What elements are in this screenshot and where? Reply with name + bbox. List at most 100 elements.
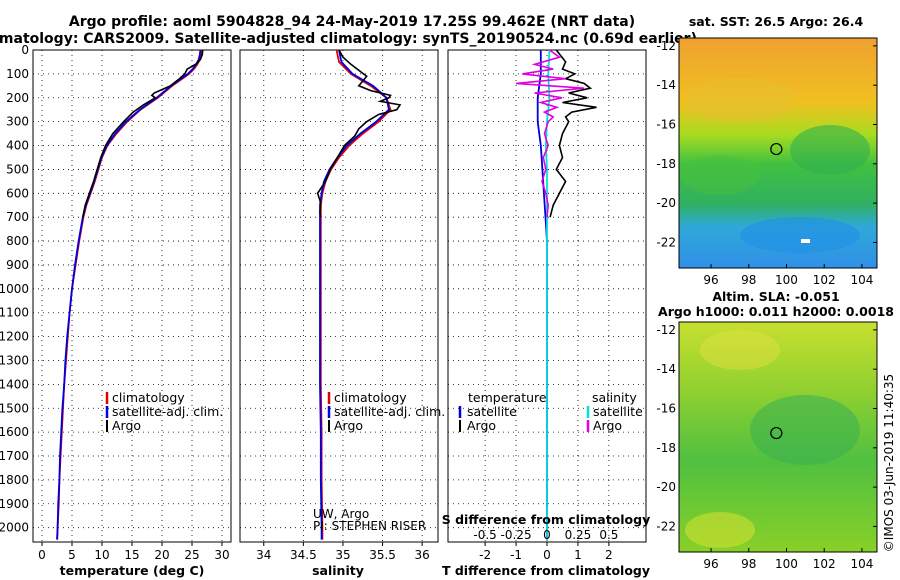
temperature-xlabel: temperature (deg C): [60, 563, 205, 578]
header-line-2: Climatology: CARS2009. Satellite-adjuste…: [0, 31, 697, 47]
y-tick-label: 1600: [0, 425, 29, 439]
y-tick-label: 100: [6, 67, 29, 81]
series-satellite-adj-clim-: [56, 49, 202, 540]
map-lat-label: -22: [656, 519, 676, 533]
map-lon-label: 104: [850, 557, 873, 571]
map-lon-label: 96: [703, 557, 718, 571]
legend-s-satellite: satellite: [593, 404, 643, 419]
x-tick-label: 10: [94, 548, 109, 562]
map-lon-label: 100: [775, 273, 798, 287]
legend-t-argo: Argo: [467, 418, 496, 433]
s-diff-xlabel: S difference from climatology: [442, 512, 651, 527]
y-tick-label: 1900: [0, 497, 29, 511]
map-lat-label: -20: [656, 480, 676, 494]
y-tick-label: 1200: [0, 330, 29, 344]
legend-t-satellite: satellite: [467, 404, 517, 419]
series-satellite-adj-clim-: [319, 49, 390, 540]
salinity-legend: climatology satellite-adj. clim. Argo: [327, 390, 445, 433]
y-tick-label: 900: [6, 258, 29, 272]
sst-map: sat. SST: 26.5 Argo: 26.4 96 98 100 102 104 -…: [656, 14, 878, 287]
s-diff-tick-label: -0.25: [501, 528, 532, 542]
legend-argo: Argo: [112, 418, 141, 433]
y-tick-label: 200: [6, 91, 29, 105]
header-line-1: Argo profile: aoml 5904828_94 24-May-201…: [69, 14, 635, 30]
x-tick-label: 34.5: [290, 548, 317, 562]
map-lon-label: 102: [813, 273, 836, 287]
x-tick-label: 34: [256, 548, 271, 562]
y-tick-label: 1800: [0, 473, 29, 487]
map-lat-label: -20: [656, 196, 676, 210]
y-tick-label: 400: [6, 139, 29, 153]
series-climatology: [56, 49, 203, 540]
y-tick-label: 800: [6, 234, 29, 248]
x-tick-label: 30: [214, 548, 229, 562]
x-tick-label: 5: [68, 548, 76, 562]
y-tick-label: 0: [21, 43, 29, 57]
y-tick-label: 300: [6, 115, 29, 129]
y-tick-label: 700: [6, 210, 29, 224]
s-diff-tick-label: 0.5: [599, 528, 618, 542]
y-tick-label: 2000: [0, 521, 29, 535]
series-s-argo: [516, 49, 585, 218]
y-tick-label: 500: [6, 162, 29, 176]
map-lat-label: -16: [656, 401, 676, 415]
x-tick-label: 0: [38, 548, 46, 562]
difference-legend: temperature satellite Argo salinity sate…: [458, 390, 643, 433]
map-lat-label: -12: [656, 323, 676, 337]
map-lat-label: -14: [656, 78, 676, 92]
map-lat-label: -14: [656, 362, 676, 376]
map-lat-label: -18: [656, 441, 676, 455]
x-tick-label: 36: [415, 548, 430, 562]
series-climatology: [319, 49, 392, 540]
map-lon-label: 102: [813, 557, 836, 571]
x-tick-label: -1: [510, 548, 522, 562]
difference-panel: -2 -1 0 1 2 -0.5 -0.25 0 0.25 0.5 T difference fr…: [442, 49, 651, 578]
t-diff-xlabel: T difference from climatology: [442, 563, 650, 578]
x-tick-label: 0: [543, 548, 551, 562]
s-diff-tick-label: 0: [543, 528, 551, 542]
series-s-satellite: [544, 49, 551, 540]
series-t-argo: [549, 49, 597, 218]
series-argo: [316, 49, 402, 218]
legend-climatology: climatology: [334, 390, 407, 405]
s-diff-tick-label: 0.25: [565, 528, 592, 542]
argo-location-marker: [770, 142, 783, 156]
series-t-satellite: [536, 50, 548, 540]
legend-salinity-title: salinity: [592, 390, 637, 405]
x-tick-label: 2: [605, 548, 613, 562]
argo-location-marker: [770, 426, 783, 440]
s-diff-tick-label: -0.5: [473, 528, 496, 542]
imos-timestamp: ©IMOS 03-Jun-2019 11:40:35: [882, 374, 896, 552]
salinity-xlabel: salinity: [312, 563, 364, 578]
y-tick-label: 1500: [0, 401, 29, 415]
legend-satellite: satellite-adj. clim.: [334, 404, 445, 419]
legend-s-argo: Argo: [593, 418, 622, 433]
y-tick-label: 600: [6, 186, 29, 200]
x-tick-label: 15: [124, 548, 139, 562]
x-tick-label: 20: [154, 548, 169, 562]
sla-map-title-1: Altim. SLA: -0.051: [712, 289, 839, 304]
annotation-pi: PI: STEPHEN RISER: [313, 519, 426, 533]
y-tick-label: 1400: [0, 377, 29, 391]
map-lon-label: 96: [703, 273, 718, 287]
map-lat-label: -22: [656, 235, 676, 249]
legend-satellite: satellite-adj. clim.: [112, 404, 223, 419]
map-lat-label: -18: [656, 157, 676, 171]
y-tick-label: 1300: [0, 353, 29, 367]
map-lat-label: -16: [656, 117, 676, 131]
x-tick-label: 1: [574, 548, 582, 562]
x-tick-label: 25: [184, 548, 199, 562]
y-tick-label: 1000: [0, 282, 29, 296]
x-tick-label: 35: [335, 548, 350, 562]
x-tick-label: 35.5: [369, 548, 396, 562]
sst-map-title: sat. SST: 26.5 Argo: 26.4: [689, 14, 864, 29]
annotation-uw-argo: UW, Argo: [313, 507, 369, 521]
map-lon-label: 100: [775, 557, 798, 571]
map-lat-label: -12: [656, 39, 676, 53]
sla-map: Altim. SLA: -0.051 Argo h1000: 0.011 h20…: [656, 289, 894, 571]
legend-temperature-title: temperature: [468, 390, 547, 405]
y-tick-label: 1100: [0, 306, 29, 320]
map-lon-label: 98: [741, 557, 756, 571]
map-lon-label: 104: [850, 273, 873, 287]
